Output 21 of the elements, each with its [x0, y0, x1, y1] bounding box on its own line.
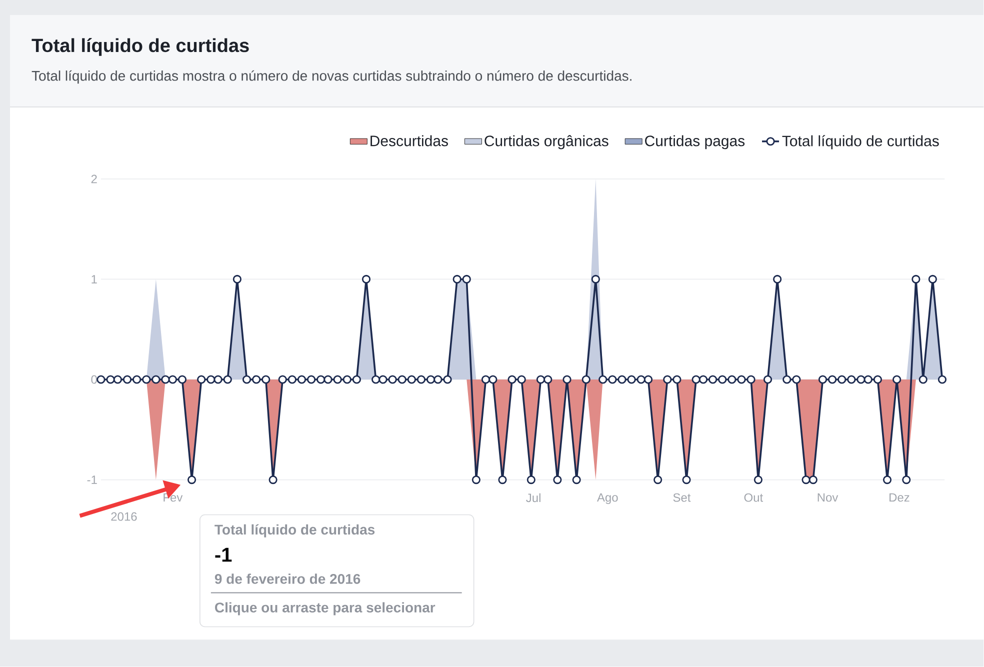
- legend-label: Total líquido de curtidas: [782, 135, 939, 150]
- x-tick-label: Out: [744, 493, 764, 502]
- text: 9 de fevereiro de 2016: [214, 574, 360, 584]
- text: Total líquido de curtidas: [214, 524, 375, 538]
- y-tick-label: 1: [92, 275, 97, 284]
- y-tick-label: 2: [91, 174, 97, 184]
- x-tick-label: Ago: [596, 493, 618, 504]
- x-tick-label: Jul: [526, 493, 540, 502]
- text: Clique ou arraste para selecionar: [215, 602, 436, 616]
- legend-label: Curtidas orgânicas: [484, 135, 608, 150]
- x-tick-label: Set: [673, 493, 691, 502]
- chart-title: Total líquido de curtidas: [32, 38, 249, 56]
- text: -1: [215, 548, 232, 562]
- x-tick-label: Nov: [818, 493, 838, 502]
- chart-subtitle: Total líquido de curtidas mostra o número de novas curtidas subtraindo o número de descurtidas.: [32, 70, 632, 84]
- legend-label: Curtidas pagas: [645, 135, 745, 150]
- y-tick-label: 0: [91, 375, 97, 384]
- text: 2016: [111, 512, 137, 521]
- x-tick-label: Dez: [890, 493, 910, 502]
- legend-label: Descurtidas: [370, 135, 448, 146]
- y-tick-label: -1: [87, 476, 97, 484]
